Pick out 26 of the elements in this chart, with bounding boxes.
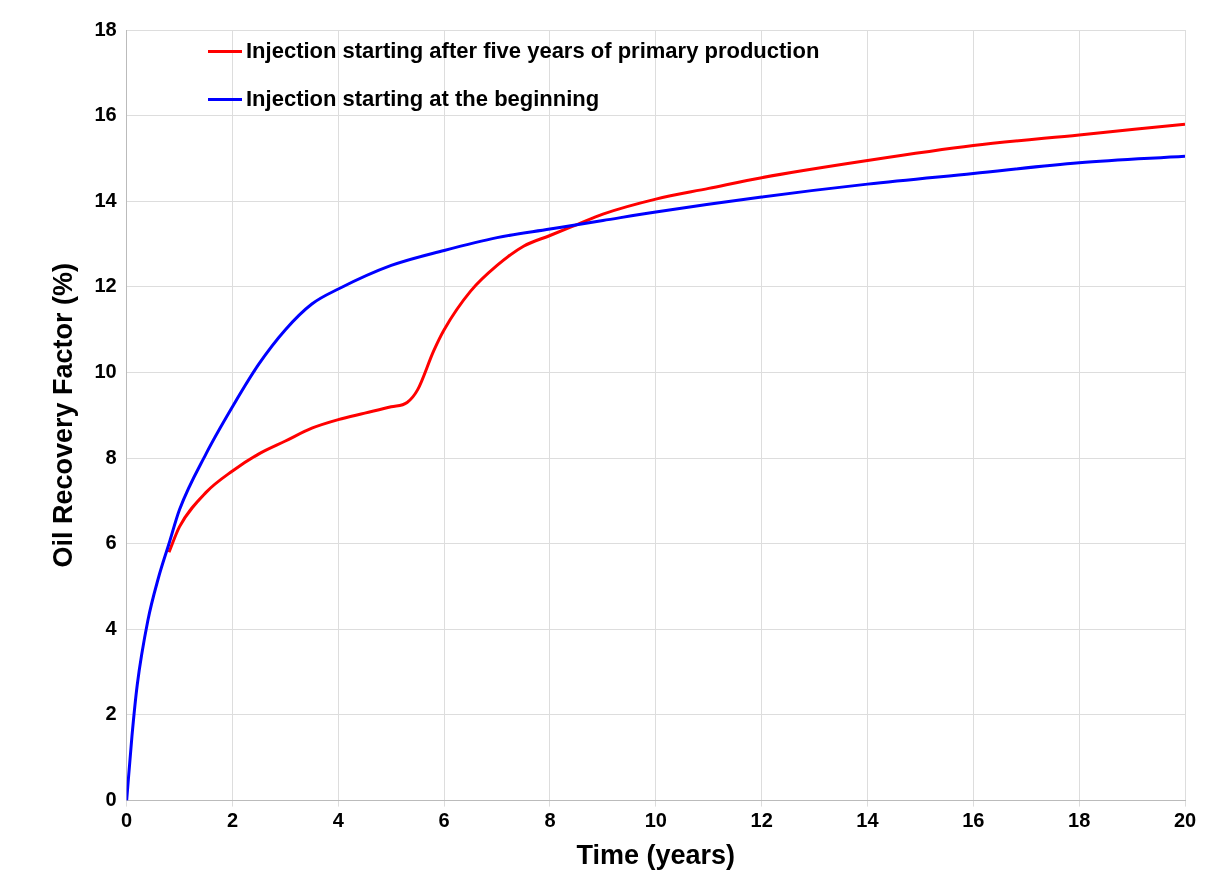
x-tick-label: 4 (332, 809, 345, 832)
y-tick-label: 16 (94, 103, 117, 126)
y-tick-label: 12 (94, 274, 117, 297)
y-axis-title: Oil Recovery Factor (%) (47, 263, 78, 568)
y-tick-label: 6 (105, 531, 117, 554)
legend-label: Injection starting after five years of primary production (246, 38, 820, 64)
y-tick-label: 0 (105, 788, 117, 811)
x-tick-label: 2 (226, 809, 239, 832)
x-tick-label: 12 (750, 809, 773, 832)
legend-label: Injection starting at the beginning (246, 86, 600, 112)
x-tick-label: 20 (1173, 809, 1197, 832)
y-tick-label: 8 (105, 445, 117, 468)
y-tick-label: 18 (94, 17, 117, 40)
x-tick-label: 16 (962, 809, 985, 832)
y-tick-label: 14 (94, 188, 118, 211)
line-series (167, 122, 1185, 554)
x-axis-title: Time (years) (576, 840, 736, 871)
x-tick-label: 8 (544, 809, 556, 832)
x-tick-label: 18 (1068, 809, 1091, 832)
x-tick-label: 0 (121, 809, 133, 832)
y-tick-label: 2 (105, 702, 117, 725)
x-tick-label: 6 (438, 809, 450, 832)
x-tick-label: 10 (644, 809, 667, 832)
x-tick-label: 14 (856, 809, 880, 832)
y-tick-label: 4 (105, 616, 118, 639)
y-tick-label: 10 (94, 360, 117, 382)
